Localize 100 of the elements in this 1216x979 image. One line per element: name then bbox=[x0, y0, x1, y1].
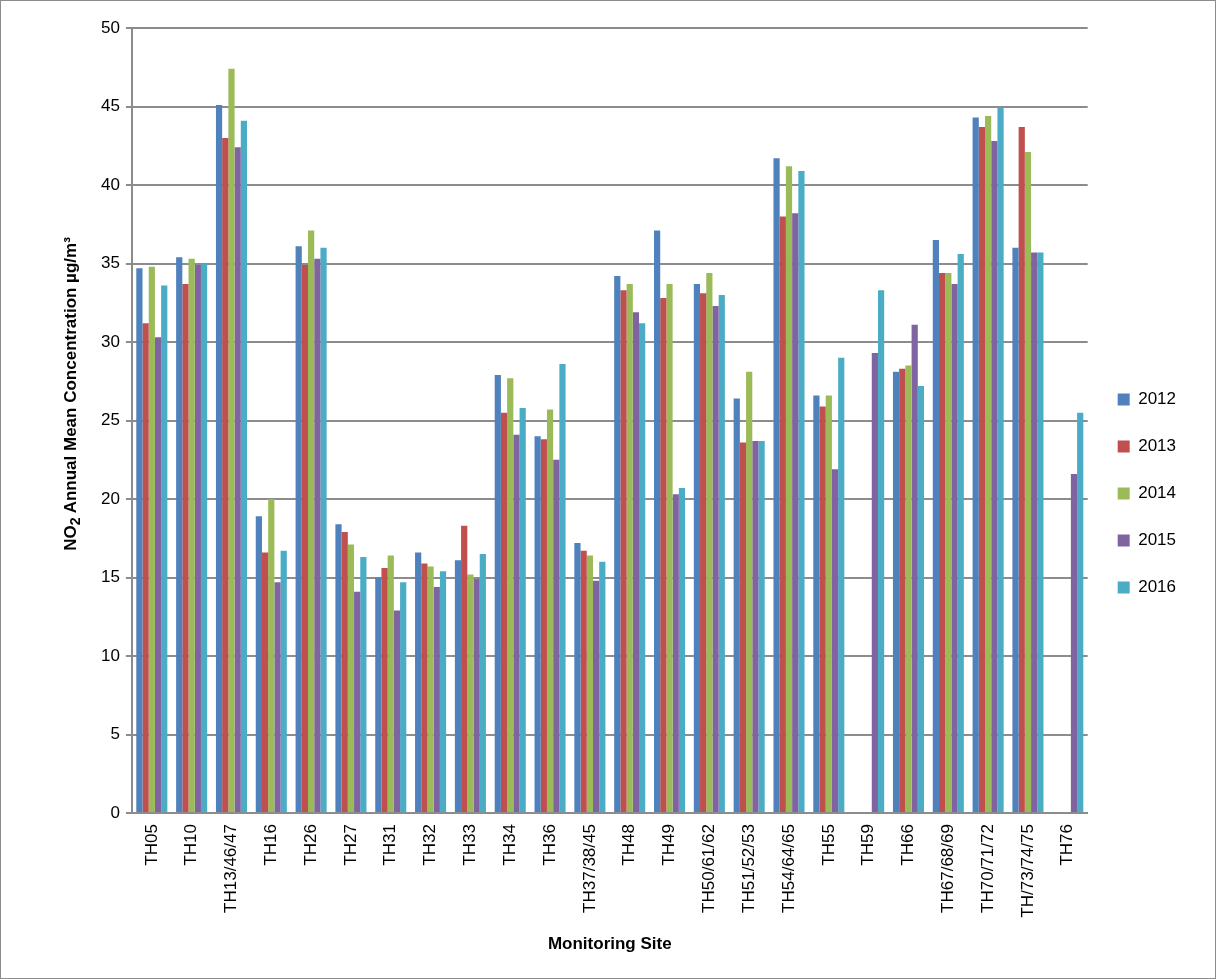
bar bbox=[301, 265, 309, 813]
y-tick-label: 15 bbox=[100, 567, 120, 587]
bar bbox=[892, 371, 900, 813]
bar bbox=[779, 216, 786, 813]
bar bbox=[654, 230, 661, 813]
bar bbox=[620, 290, 627, 813]
bar bbox=[415, 552, 422, 813]
bar bbox=[194, 265, 201, 813]
bar bbox=[899, 368, 906, 813]
bar bbox=[393, 610, 401, 813]
bar bbox=[706, 272, 713, 813]
bar bbox=[142, 323, 149, 813]
legend-label: 2016 bbox=[1138, 577, 1177, 597]
bar bbox=[274, 582, 281, 813]
bar bbox=[347, 544, 355, 813]
bar bbox=[1037, 252, 1044, 813]
bar bbox=[693, 283, 701, 813]
bar bbox=[905, 365, 912, 813]
bar bbox=[666, 283, 673, 813]
bar bbox=[871, 353, 878, 813]
bar bbox=[375, 577, 382, 813]
bar bbox=[798, 170, 805, 813]
bar bbox=[513, 434, 520, 813]
x-tick-label: TH26 bbox=[300, 824, 320, 866]
bar bbox=[758, 440, 765, 813]
bar bbox=[813, 395, 820, 813]
x-tick-label: TH27 bbox=[340, 824, 360, 866]
bar bbox=[985, 115, 992, 813]
bar bbox=[773, 158, 780, 813]
bar bbox=[314, 258, 321, 813]
bar bbox=[911, 324, 918, 813]
bar bbox=[991, 141, 998, 813]
bar bbox=[280, 550, 287, 813]
bar bbox=[519, 407, 526, 813]
bar bbox=[752, 440, 759, 813]
bar bbox=[479, 553, 486, 813]
bar bbox=[494, 374, 501, 813]
bar bbox=[1070, 473, 1078, 813]
bar bbox=[240, 120, 247, 813]
bar bbox=[819, 406, 826, 813]
bar bbox=[228, 68, 235, 813]
bar bbox=[972, 117, 979, 813]
y-tick-label: 20 bbox=[100, 488, 120, 508]
bar bbox=[222, 137, 229, 813]
bar bbox=[580, 550, 587, 813]
x-tick-label: TH33 bbox=[460, 824, 480, 866]
bar bbox=[161, 285, 168, 813]
bar bbox=[877, 290, 885, 813]
bar bbox=[932, 239, 939, 813]
bar bbox=[614, 276, 621, 813]
bar bbox=[945, 272, 952, 813]
bar bbox=[553, 459, 560, 813]
y-tick-label: 50 bbox=[100, 17, 120, 37]
y-tick-label: 0 bbox=[110, 802, 120, 822]
x-tick-label: TH05 bbox=[141, 824, 161, 866]
y-tick-label: 40 bbox=[100, 174, 120, 194]
bar bbox=[182, 283, 189, 813]
bar bbox=[381, 568, 388, 813]
bar bbox=[599, 561, 606, 813]
bar bbox=[1031, 252, 1038, 813]
bar bbox=[678, 488, 686, 813]
bar bbox=[712, 305, 719, 813]
x-tick-label: TH67/68/69 bbox=[937, 824, 957, 913]
bar bbox=[387, 555, 394, 813]
x-tick-label: TH51/52/53 bbox=[738, 824, 758, 913]
x-tick-label: TH10 bbox=[181, 824, 201, 866]
x-tick-label: TH54/64/65 bbox=[778, 824, 798, 913]
bar bbox=[957, 254, 964, 813]
bar bbox=[354, 591, 361, 813]
bar bbox=[838, 357, 845, 813]
bar bbox=[546, 409, 554, 813]
legend-label: 2014 bbox=[1138, 483, 1177, 503]
y-tick-label: 25 bbox=[100, 410, 120, 430]
bar bbox=[672, 494, 679, 813]
bar bbox=[785, 166, 793, 813]
bar bbox=[500, 412, 508, 813]
bar bbox=[792, 213, 799, 813]
bar bbox=[234, 147, 241, 813]
bar bbox=[268, 499, 275, 813]
bar bbox=[978, 126, 986, 813]
bar bbox=[400, 582, 407, 813]
x-tick-label: TH49 bbox=[659, 824, 679, 866]
bar bbox=[917, 385, 925, 813]
bar bbox=[148, 266, 155, 813]
bar bbox=[1024, 152, 1032, 813]
bar bbox=[1012, 247, 1019, 813]
bar bbox=[1077, 412, 1084, 813]
y-tick-label: 35 bbox=[100, 253, 120, 273]
bar bbox=[718, 294, 725, 813]
bar bbox=[136, 268, 143, 813]
bar bbox=[341, 532, 348, 813]
bar bbox=[733, 398, 740, 813]
bar bbox=[461, 525, 468, 813]
x-axis-title: Monitoring Site bbox=[547, 934, 672, 954]
x-tick-label: TH70/71/72 bbox=[977, 824, 997, 913]
bar bbox=[335, 524, 342, 813]
x-tick-label: TH16 bbox=[260, 824, 280, 866]
y-tick-label: 5 bbox=[110, 724, 120, 744]
x-tick-label: TH76 bbox=[1057, 824, 1077, 866]
x-tick-label: TH50/61/62 bbox=[699, 824, 719, 913]
